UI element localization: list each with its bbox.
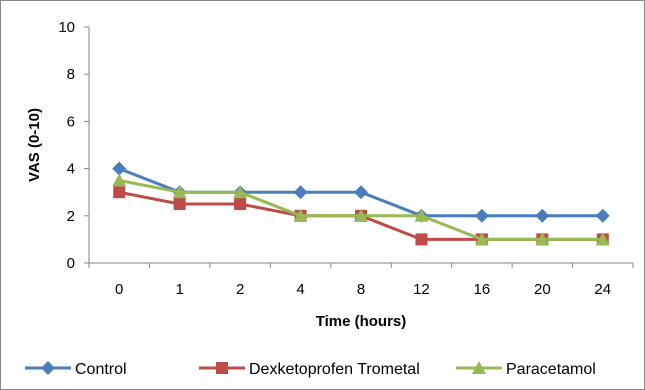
legend: Control Dexketoprofen Trometal Paracetamol — [25, 361, 596, 378]
y-axis: 0 2 4 6 8 10 — [58, 19, 90, 272]
series-layer — [112, 161, 610, 246]
data-point-dexketoprofen-trometal — [173, 198, 186, 210]
data-point-paracetamol — [474, 232, 489, 246]
data-point-control — [535, 208, 550, 223]
series-paracetamol — [112, 173, 610, 246]
data-point-control — [293, 185, 308, 200]
x-tick-label: 4 — [296, 281, 304, 298]
legend-item-paracetamol: Paracetamol — [456, 361, 596, 378]
data-point-paracetamol — [233, 185, 248, 199]
legend-label-paracetamol: Paracetamol — [506, 361, 596, 378]
legend-label-control: Control — [75, 361, 127, 378]
y-tick-label: 10 — [58, 19, 75, 36]
data-point-control — [474, 208, 489, 223]
legend-marker-paracetamol — [472, 361, 486, 374]
x-axis: 0 1 2 4 8 12 16 20 24 — [88, 262, 634, 298]
data-point-paracetamol — [595, 232, 610, 246]
y-tick-label: 0 — [67, 255, 75, 272]
legend-marker-control — [41, 361, 55, 375]
y-axis-title: VAS (0-10) — [26, 108, 43, 182]
x-tick-label: 12 — [413, 281, 430, 298]
y-tick-label: 8 — [67, 66, 75, 83]
legend-label-dexketoprofen-trometal: Dexketoprofen Trometal — [249, 361, 420, 378]
data-point-paracetamol — [535, 232, 550, 246]
data-point-dexketoprofen-trometal — [415, 233, 428, 246]
data-point-dexketoprofen-trometal — [113, 186, 126, 199]
x-axis-title: Time (hours) — [316, 313, 407, 330]
legend-item-dexketoprofen-trometal: Dexketoprofen Trometal — [199, 361, 420, 378]
y-tick-label: 2 — [67, 208, 75, 225]
x-tick-label: 20 — [534, 281, 551, 298]
x-tick-label: 16 — [474, 281, 491, 298]
x-tick-label: 24 — [594, 281, 611, 298]
y-tick-label: 4 — [67, 161, 75, 178]
data-point-control — [112, 161, 127, 176]
data-point-paracetamol — [414, 208, 429, 222]
data-point-paracetamol — [354, 208, 368, 222]
data-point-paracetamol — [172, 185, 187, 199]
data-point-control — [595, 208, 610, 223]
x-tick-label: 1 — [175, 281, 183, 298]
data-point-paracetamol — [293, 208, 308, 222]
data-point-paracetamol — [112, 173, 127, 187]
data-point-control — [354, 185, 368, 200]
legend-item-control: Control — [25, 361, 127, 378]
data-point-dexketoprofen-trometal — [234, 198, 247, 210]
x-tick-label: 8 — [357, 281, 365, 298]
x-tick-label: 0 — [115, 281, 123, 298]
y-tick-label: 6 — [67, 113, 75, 130]
legend-marker-dexketoprofen-trometal — [216, 362, 228, 374]
x-tick-label: 2 — [236, 281, 244, 298]
